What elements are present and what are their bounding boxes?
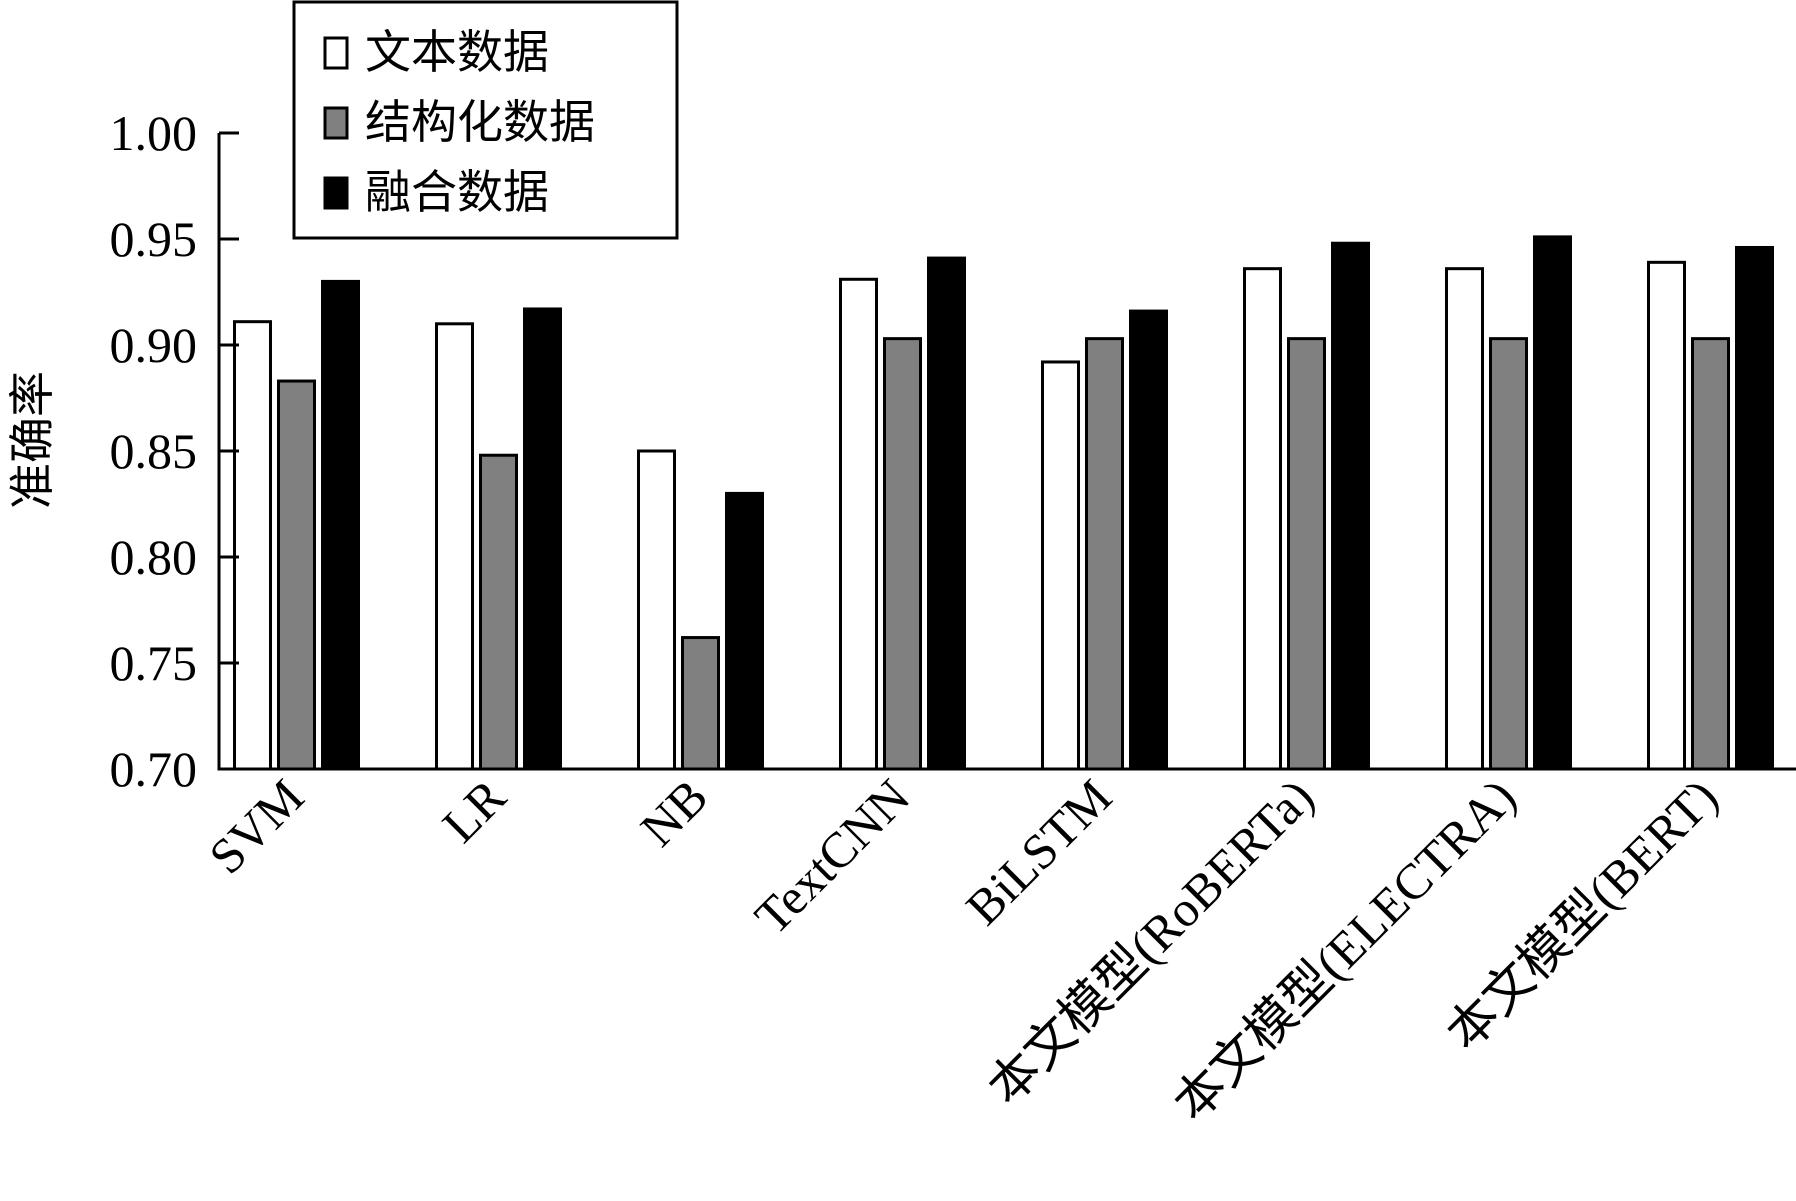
bar-fused-5: [1331, 241, 1370, 771]
bar-text-5: [1243, 267, 1282, 771]
x-category-label: BiLSTM: [955, 768, 1122, 935]
x-category-label: 本文模型(RoBERTa): [977, 768, 1324, 1115]
y-tick-label: 0.70: [110, 741, 198, 797]
bar-text-7: [1647, 260, 1686, 771]
bar-text-6: [1445, 267, 1484, 771]
y-tick-label: 0.95: [110, 211, 198, 267]
y-tick-label: 0.75: [110, 635, 198, 691]
bar-structured-2: [681, 636, 720, 771]
bar-fused-1: [523, 307, 562, 771]
y-tick-label: 1.00: [110, 105, 198, 161]
x-category-label: SVM: [198, 768, 314, 884]
x-labels-layer: SVM LR NB TextCNN BiLSTM本文模型(RoBERTa)本文模型(EL…: [198, 768, 1728, 1132]
bar-structured-4: [1085, 337, 1124, 771]
legend-label-2: 融合数据: [365, 165, 549, 219]
x-category-label: 本文模型(ELECTRA): [1163, 768, 1527, 1132]
legend-swatch-1: [323, 106, 349, 140]
y-tick-label: 0.80: [110, 529, 198, 585]
bar-fused-2: [725, 491, 764, 771]
x-category-label: LR: [431, 768, 516, 853]
legend-swatch-0: [323, 36, 349, 70]
legend-label-0: 文本数据: [365, 25, 549, 79]
bar-fused-7: [1735, 245, 1774, 771]
legend-label-1: 结构化数据: [365, 95, 595, 149]
bar-text-3: [839, 277, 878, 771]
bar-text-0: [233, 320, 272, 771]
bar-fused-6: [1533, 235, 1572, 771]
x-category-label: NB: [630, 768, 719, 857]
y-ticks-layer: 0.70 0.75 0.80 0.85 0.90 0.95 1.00: [110, 105, 239, 797]
bar-structured-1: [479, 453, 518, 771]
bar-text-2: [637, 449, 676, 771]
y-tick-label: 0.90: [110, 317, 198, 373]
bar-text-4: [1041, 360, 1080, 771]
bar-structured-6: [1489, 337, 1528, 771]
bars-layer: [233, 235, 1774, 771]
bar-structured-7: [1691, 337, 1730, 771]
bar-structured-3: [883, 337, 922, 771]
x-category-label: TextCNN: [744, 768, 921, 945]
bar-fused-0: [321, 279, 360, 771]
bar-structured-5: [1287, 337, 1326, 771]
bar-fused-3: [927, 256, 966, 771]
bar-structured-0: [277, 379, 316, 771]
y-axis-label: 准确率: [5, 371, 59, 509]
legend-swatch-2: [323, 176, 349, 210]
bar-fused-4: [1129, 309, 1168, 771]
legend-box: [292, 0, 679, 240]
y-tick-label: 0.85: [110, 423, 198, 479]
bar-text-1: [435, 322, 474, 771]
